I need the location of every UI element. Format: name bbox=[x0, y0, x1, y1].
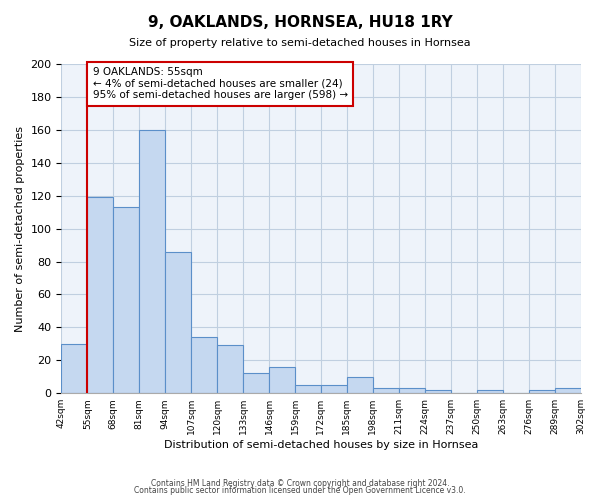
Bar bbox=[476, 390, 503, 393]
Bar bbox=[191, 337, 217, 393]
Bar bbox=[295, 385, 321, 393]
Text: 9, OAKLANDS, HORNSEA, HU18 1RY: 9, OAKLANDS, HORNSEA, HU18 1RY bbox=[148, 15, 452, 30]
Bar bbox=[165, 252, 191, 393]
Bar bbox=[399, 388, 425, 393]
Bar bbox=[347, 376, 373, 393]
Text: Contains HM Land Registry data © Crown copyright and database right 2024.: Contains HM Land Registry data © Crown c… bbox=[151, 478, 449, 488]
Bar bbox=[529, 390, 554, 393]
Bar bbox=[243, 374, 269, 393]
Bar bbox=[217, 346, 243, 393]
Text: Contains public sector information licensed under the Open Government Licence v3: Contains public sector information licen… bbox=[134, 486, 466, 495]
Bar bbox=[61, 344, 88, 393]
Text: 9 OAKLANDS: 55sqm
← 4% of semi-detached houses are smaller (24)
95% of semi-deta: 9 OAKLANDS: 55sqm ← 4% of semi-detached … bbox=[92, 68, 347, 100]
Bar bbox=[373, 388, 399, 393]
Bar bbox=[321, 385, 347, 393]
Bar bbox=[554, 388, 581, 393]
X-axis label: Distribution of semi-detached houses by size in Hornsea: Distribution of semi-detached houses by … bbox=[164, 440, 478, 450]
Bar bbox=[88, 198, 113, 393]
Bar bbox=[269, 367, 295, 393]
Bar bbox=[113, 207, 139, 393]
Bar bbox=[425, 390, 451, 393]
Y-axis label: Number of semi-detached properties: Number of semi-detached properties bbox=[15, 126, 25, 332]
Text: Size of property relative to semi-detached houses in Hornsea: Size of property relative to semi-detach… bbox=[129, 38, 471, 48]
Bar bbox=[139, 130, 165, 393]
